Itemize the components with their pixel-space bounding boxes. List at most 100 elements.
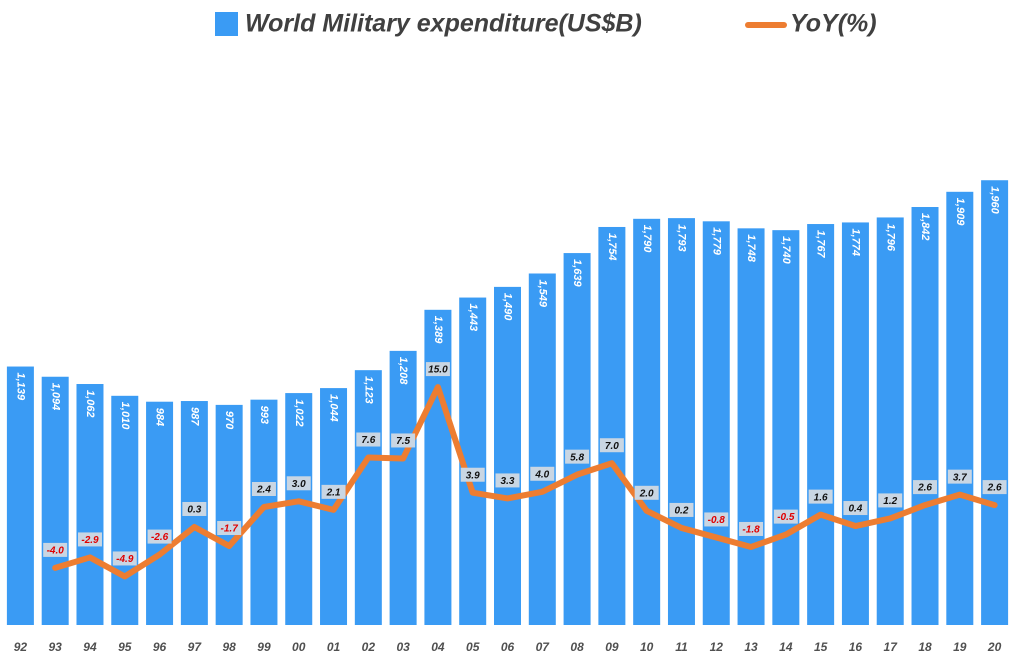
x-tick-label: 96 — [153, 640, 167, 654]
bar-value-label: 1,793 — [676, 224, 688, 252]
bar — [424, 309, 452, 625]
x-tick-label: 97 — [188, 640, 203, 654]
line-value-label: -4.9 — [116, 554, 134, 565]
x-tick-label: 11 — [675, 640, 688, 654]
bar-value-label: 1,767 — [815, 230, 827, 258]
x-tick-label: 12 — [710, 640, 724, 654]
bar-value-label: 1,639 — [571, 259, 583, 287]
value-label-box — [77, 532, 102, 547]
bar-value-label: 987 — [188, 407, 200, 426]
bar — [354, 370, 382, 625]
x-tick-label: 09 — [605, 640, 619, 654]
bar-value-label: 1,790 — [641, 225, 653, 253]
line-value-label: 1.6 — [814, 492, 828, 503]
line-value-label: 0.3 — [187, 505, 201, 516]
bar-value-label: 1,094 — [49, 383, 61, 411]
value-label-box — [356, 432, 381, 447]
value-label-box — [773, 509, 798, 524]
value-label-box — [808, 489, 833, 504]
value-label-box — [43, 542, 68, 557]
bar-value-label: 984 — [154, 408, 166, 426]
value-label-box — [112, 551, 137, 566]
value-label-box — [599, 438, 624, 453]
bar — [285, 393, 313, 625]
bar-value-label: 1,796 — [884, 223, 896, 251]
x-tick-label: 05 — [466, 640, 480, 654]
line — [52, 384, 998, 580]
x-tick-label: 06 — [501, 640, 515, 654]
line-value-label: 15.0 — [428, 365, 448, 376]
bar — [807, 224, 835, 625]
x-tick-label: 07 — [536, 640, 551, 654]
bar — [146, 401, 174, 625]
line-value-label: -2.9 — [81, 535, 99, 546]
bar — [563, 253, 591, 626]
legend-label: YoY(%) — [790, 10, 877, 38]
line-value-label: 2.1 — [326, 487, 341, 498]
bar — [389, 350, 417, 625]
value-label-box — [460, 467, 485, 482]
line-value-label: -1.8 — [742, 525, 760, 536]
bar-value-label: 1,748 — [745, 234, 757, 262]
value-label-box — [634, 485, 659, 500]
line-value-label: -1.7 — [221, 524, 239, 535]
legend-swatch — [215, 12, 238, 36]
bar — [772, 230, 800, 625]
bar-value-label: 1,779 — [710, 227, 722, 255]
value-label-box — [982, 480, 1007, 495]
bar — [6, 366, 34, 625]
bar — [528, 273, 556, 625]
bar — [494, 286, 521, 625]
bar — [702, 221, 730, 626]
line-value-label: -4.0 — [47, 546, 65, 557]
bar — [598, 226, 626, 625]
value-label-box — [530, 466, 555, 481]
x-tick-label: 99 — [257, 640, 271, 654]
bar-value-label: 1,044 — [328, 394, 340, 422]
line-value-label: 0.4 — [848, 504, 862, 515]
value-label-box — [669, 502, 694, 517]
bar — [250, 399, 278, 625]
x-tick-label: 00 — [292, 640, 306, 654]
bar-value-label: 1,022 — [293, 399, 305, 427]
bar-value-label: 1,774 — [850, 228, 862, 256]
bar-value-label: 1,740 — [780, 236, 792, 264]
line-value-label: 2.6 — [987, 483, 1002, 494]
bar-value-label: 1,842 — [919, 213, 931, 241]
x-tick-label: 92 — [14, 640, 28, 654]
x-tick-label: 95 — [118, 640, 132, 654]
value-label-box — [843, 501, 868, 516]
legend-label: World Military expenditure(US$B) — [245, 10, 642, 38]
line-value-label: 7.5 — [396, 436, 410, 447]
line-value-label: -0.5 — [777, 512, 795, 523]
bar — [737, 228, 765, 626]
line-value-label: 2.0 — [639, 488, 654, 499]
value-label-box — [217, 521, 242, 536]
bar — [667, 218, 695, 625]
value-label-box — [147, 529, 172, 544]
x-tick-label: 02 — [362, 640, 376, 654]
line-value-label: 3.9 — [466, 470, 480, 481]
value-label-box — [878, 493, 903, 508]
x-tick-label: 14 — [779, 640, 793, 654]
x-tick-label: 08 — [570, 640, 584, 654]
value-label-box — [739, 521, 764, 536]
bar-value-label: 1,909 — [954, 198, 966, 226]
bar-value-label: 993 — [258, 406, 270, 424]
bar — [41, 376, 69, 625]
line-value-label: -0.8 — [708, 515, 726, 526]
value-label-box — [251, 482, 276, 496]
x-tick-label: 03 — [396, 640, 410, 654]
line-value-label: 2.6 — [917, 483, 932, 494]
bar-value-label: 1,010 — [119, 402, 131, 430]
bar — [111, 395, 139, 625]
x-tick-label: 16 — [849, 640, 863, 654]
value-label-box — [913, 480, 938, 495]
bar — [841, 222, 869, 625]
line-value-label: 2.4 — [256, 485, 271, 496]
value-label-box — [391, 433, 416, 448]
bar-value-label: 1,389 — [432, 316, 444, 344]
x-tick-label: 17 — [884, 640, 899, 654]
line-value-label: 5.8 — [570, 452, 584, 463]
x-tick-label: 93 — [49, 640, 63, 654]
